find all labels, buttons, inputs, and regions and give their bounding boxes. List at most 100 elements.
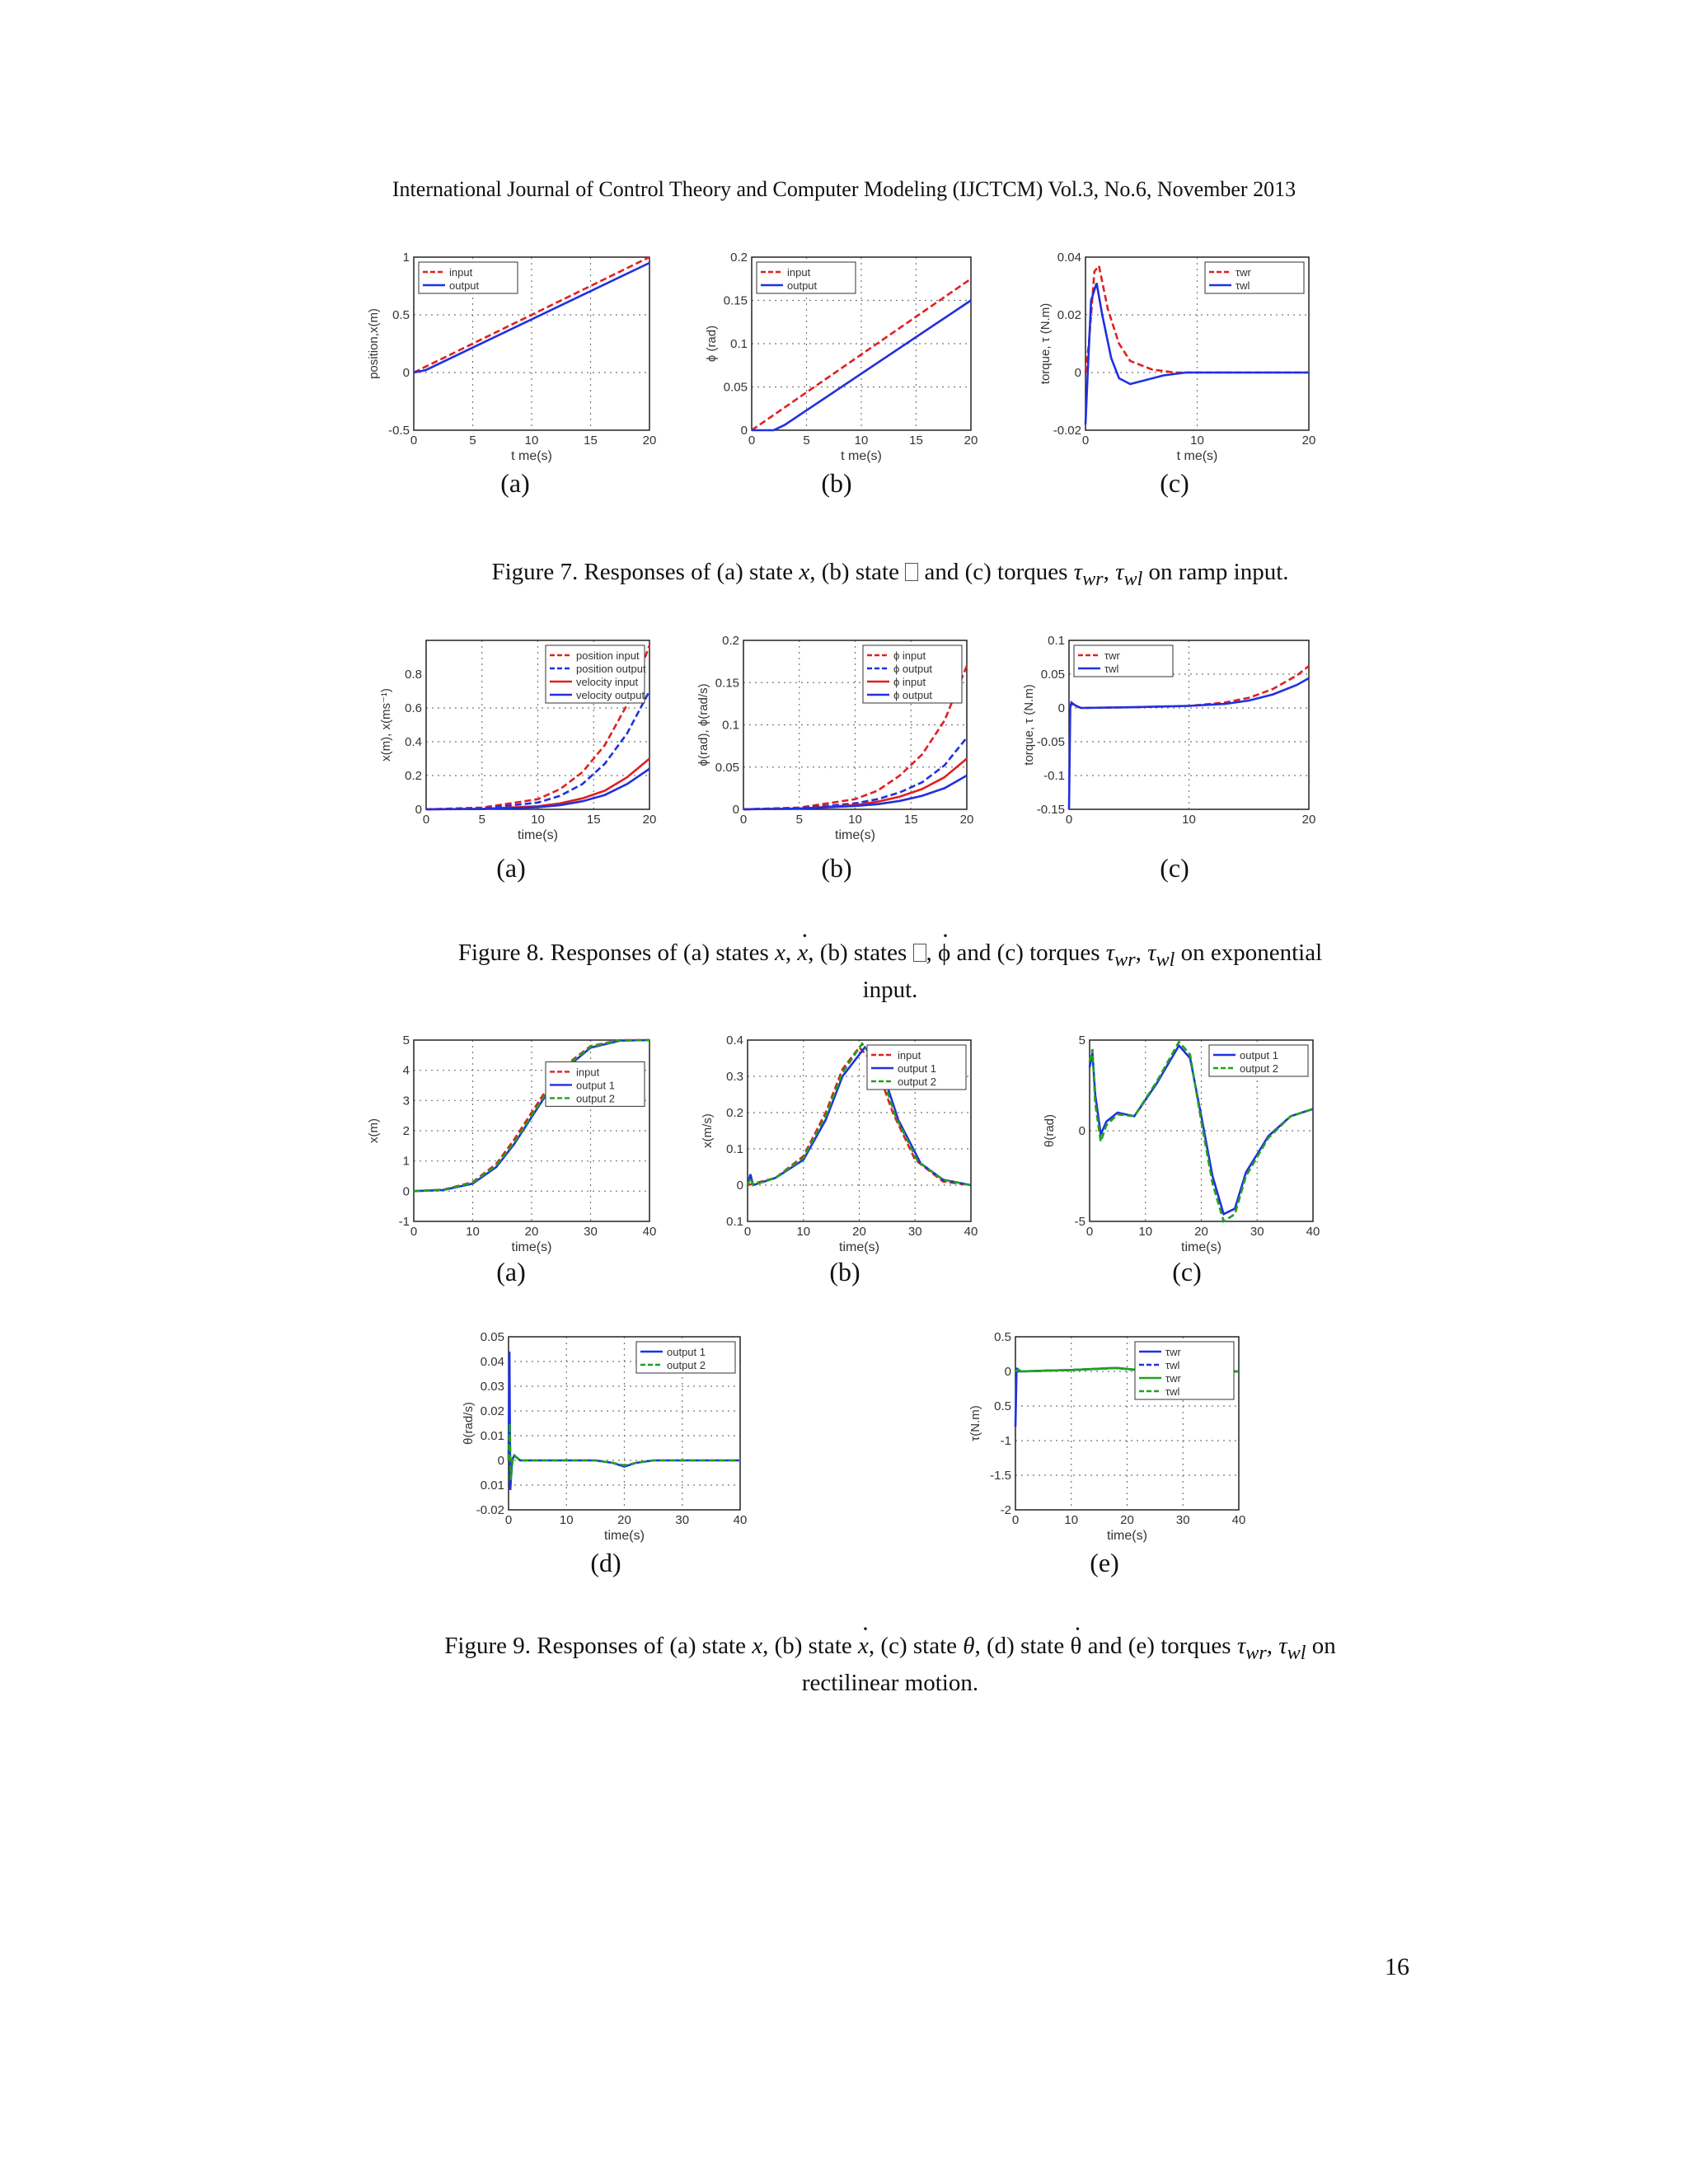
x-tick-label: 30 xyxy=(675,1513,689,1527)
x-tick-label: 5 xyxy=(479,813,485,827)
plot-frame xyxy=(1085,256,1310,431)
figure-9-caption: Figure 9. Responses of (a) state x, (b) … xyxy=(444,1615,1336,1696)
figure-9e-label: (e) xyxy=(1090,1548,1119,1577)
y-tick-label: 0.04 xyxy=(481,1355,504,1369)
y-tick-label: 0.6 xyxy=(405,701,422,715)
legend-label: τwr xyxy=(1236,266,1252,279)
x-tick-label: 40 xyxy=(643,1225,657,1239)
legend-box xyxy=(756,261,856,294)
y-axis-label: ϕ (rad) xyxy=(705,326,719,362)
y-tick-label: 0.04 xyxy=(1057,251,1081,265)
figure-9a-chart: 0 10 20 30 40-1012345time(s)x(m)inputoutput … xyxy=(367,1033,657,1254)
x-tick-label: 40 xyxy=(734,1513,748,1527)
y-tick-label: 0.02 xyxy=(481,1404,504,1418)
x-tick-label: 0 xyxy=(1086,1225,1093,1239)
y-tick-label: 0.5 xyxy=(994,1330,1011,1344)
figure-8c-label: (c) xyxy=(1160,853,1189,883)
series-line-4 xyxy=(425,767,650,811)
y-tick-label: -0.05 xyxy=(1037,735,1065,749)
x-tick-label: 10 xyxy=(1182,813,1196,827)
figure-8b-label: (b) xyxy=(821,853,852,883)
legend-label: velocity output xyxy=(576,689,645,701)
series-line-1 xyxy=(1084,263,1309,374)
x-tick-label: 5 xyxy=(796,813,803,827)
legend-label: position input xyxy=(576,649,640,662)
y-tick-label: 0.15 xyxy=(724,294,748,308)
y-tick-label: 0.5 xyxy=(392,308,410,322)
y-tick-label: 0 xyxy=(1058,701,1065,715)
figure-9d-chart: 0 10 20 30 40 -0.02 0.01 0 0.01 0.02 0.03 0.04 0.05 t… xyxy=(462,1330,748,1543)
y-tick-label: 0.02 xyxy=(1057,308,1081,322)
legend-label: output 1 xyxy=(576,1079,615,1091)
legend-label: output 1 xyxy=(667,1346,706,1358)
x-tick-label: 10 xyxy=(1138,1225,1152,1239)
page-number: 16 xyxy=(1385,1953,1409,1980)
y-tick-label: 0 xyxy=(415,803,422,817)
x-axis-label: time(s) xyxy=(512,1240,552,1254)
y-axis-label: x(m/s) xyxy=(701,1113,715,1148)
figure-9b-chart: 0 10 20 30 400.100.10.20.30.4time(s)x(m/s)in… xyxy=(701,1033,978,1254)
x-tick-label: 0 xyxy=(410,1225,417,1239)
plot-frame xyxy=(751,256,972,431)
y-tick-label: 0.05 xyxy=(715,761,739,775)
x-tick-label: 40 xyxy=(964,1225,978,1239)
y-tick-label: 0.01 xyxy=(481,1479,504,1493)
series-line-3 xyxy=(743,757,968,811)
legend-label: output 2 xyxy=(667,1359,706,1371)
y-tick-label: 5 xyxy=(403,1033,410,1047)
figure-8a-label: (a) xyxy=(496,853,526,883)
missing-glyph-box xyxy=(905,563,919,581)
y-tick-label: 0 xyxy=(403,366,410,380)
x-tick-label: 0 xyxy=(423,813,429,827)
legend-label: ϕ output xyxy=(893,663,932,675)
x-axis-label: time(s) xyxy=(1181,1240,1221,1254)
x-axis-label: t me(s) xyxy=(511,449,552,463)
y-tick-label: 0 xyxy=(737,1179,743,1193)
x-tick-label: 5 xyxy=(469,434,476,448)
x-axis-label: time(s) xyxy=(604,1529,645,1543)
legend-label: τwl xyxy=(1165,1359,1180,1371)
figure-8c-chart: 0 10 20 -0.15 -0.1 -0.05 0 0.05 0.1 torque, τ (N.… xyxy=(1022,634,1315,827)
legend-label: output 2 xyxy=(898,1076,936,1088)
x-axis-label: time(s) xyxy=(839,1240,879,1254)
y-tick-label: 5 xyxy=(1079,1033,1085,1047)
x-tick-label: 20 xyxy=(1194,1225,1208,1239)
plot-frame xyxy=(747,1039,972,1222)
x-tick-label: 20 xyxy=(852,1225,866,1239)
y-tick-label: 0.03 xyxy=(481,1380,504,1394)
journal-header: International Journal of Control Theory … xyxy=(392,177,1296,201)
plot-frame xyxy=(743,640,968,810)
figure-7b-chart: 0 5 10 15 20 0 0.05 0.1 0.15 0.2 t me(s) ϕ (rad) inp… xyxy=(705,251,978,463)
y-tick-label: 0 xyxy=(1005,1365,1011,1379)
y-tick-label: 0.15 xyxy=(715,676,739,690)
y-tick-label: 0 xyxy=(498,1454,504,1468)
x-tick-label: 30 xyxy=(908,1225,922,1239)
x-tick-label: 20 xyxy=(525,1225,539,1239)
y-tick-label: 0.4 xyxy=(726,1033,743,1047)
legend-box xyxy=(635,1341,736,1374)
figure-9e-chart: 0 10 20 30 40 -2 -1.5 -1 0.5 0 0.5 time(s) τ(N.m) τwr… xyxy=(968,1330,1245,1543)
y-tick-label: 0.2 xyxy=(722,634,739,648)
figure-9a-label: (a) xyxy=(496,1257,526,1286)
y-tick-label: 0.1 xyxy=(726,1142,743,1156)
x-tick-label: 10 xyxy=(848,813,862,827)
figure-8b-chart: 0 5 10 15 20 0 0.05 0.1 0.15 0.2 time(s) ϕ(rad), ϕ(… xyxy=(696,634,973,842)
figure-8a-chart: 0 5 10 15 20 0 0.2 0.4 0.6 0.8 time(s) x(m), x(ms⁻¹… xyxy=(379,640,656,842)
x-tick-label: 0 xyxy=(1082,434,1089,448)
y-tick-label: -2 xyxy=(1001,1503,1011,1517)
y-tick-label: -0.02 xyxy=(476,1503,504,1517)
series-line-3 xyxy=(746,1042,972,1187)
legend-label: ϕ input xyxy=(893,649,926,662)
y-tick-label: 0.2 xyxy=(405,769,422,783)
y-tick-label: 0.05 xyxy=(724,381,748,395)
x-tick-label: 20 xyxy=(964,434,978,448)
y-tick-label: 0.8 xyxy=(405,668,422,682)
legend-label: output xyxy=(449,279,480,292)
y-axis-label: τ(N.m) xyxy=(968,1405,982,1441)
x-axis-label: time(s) xyxy=(1107,1529,1147,1543)
y-tick-label: -0.02 xyxy=(1053,424,1081,438)
x-tick-label: 0 xyxy=(410,434,417,448)
series-line-3 xyxy=(413,1038,650,1193)
y-tick-label: 0.05 xyxy=(1041,668,1065,682)
legend-label: output 2 xyxy=(576,1092,615,1104)
